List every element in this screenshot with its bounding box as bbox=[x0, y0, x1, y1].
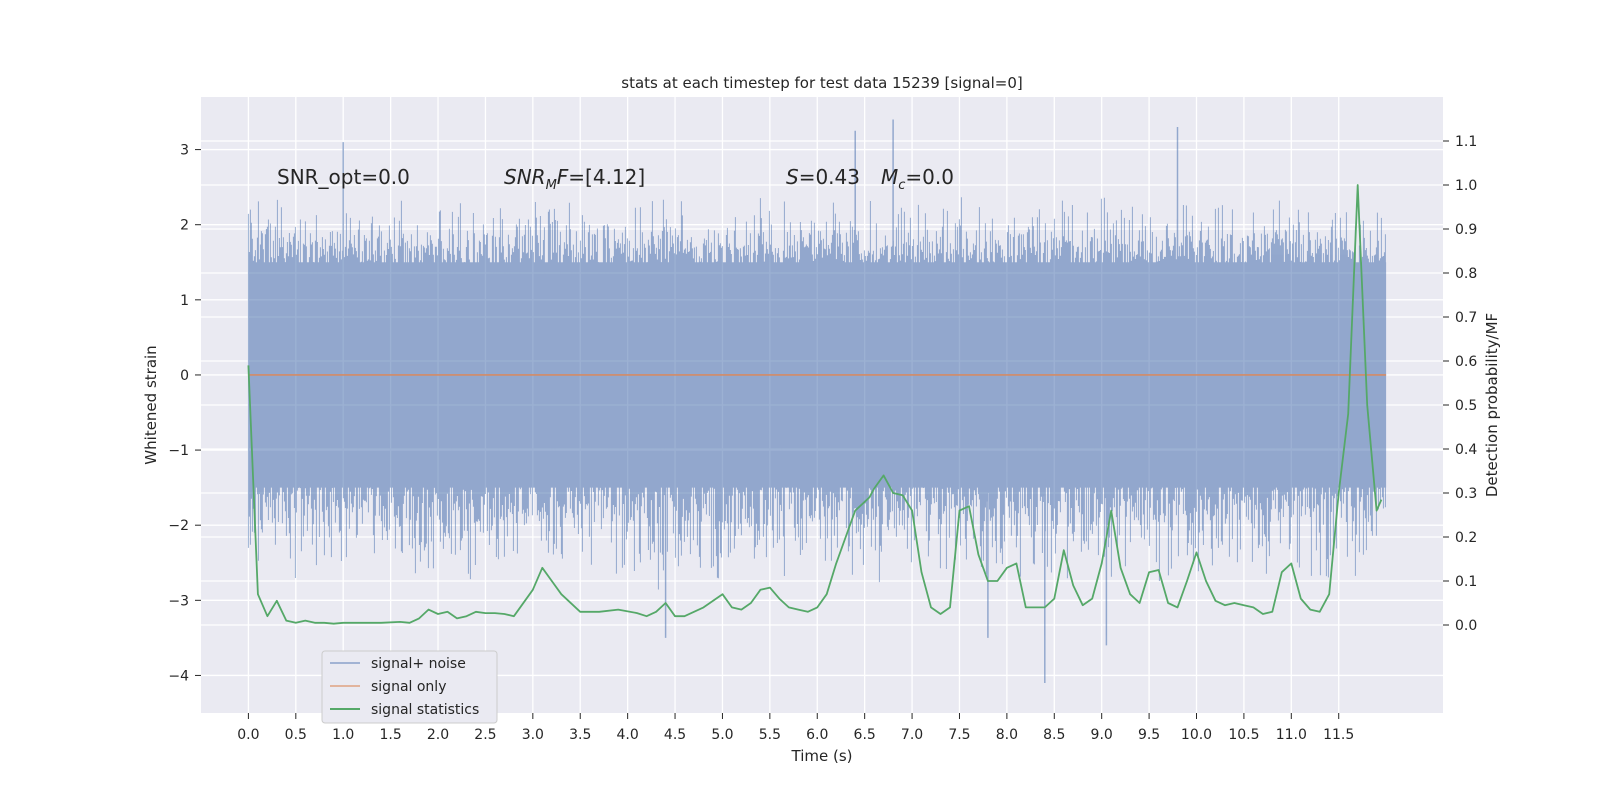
y-tick-label: 3 bbox=[180, 143, 189, 159]
y-right-axis-ticks: 1.1 1.0 0.9 0.8 0.7 0.6 0.5 0.4 0.3 0.2 0.1 0.0 bbox=[1443, 134, 1477, 634]
x-tick-label: 5.5 bbox=[759, 727, 781, 743]
annotation-s: S=0.43 bbox=[786, 165, 860, 189]
legend-label-signal-only: signal only bbox=[371, 679, 446, 695]
y-right-tick-label: 0.9 bbox=[1455, 222, 1477, 238]
x-tick-label: 0.5 bbox=[285, 727, 307, 743]
y-right-tick-label: 0.6 bbox=[1455, 354, 1477, 370]
x-tick-label: 8.5 bbox=[1043, 727, 1065, 743]
x-tick-label: 11.0 bbox=[1276, 727, 1307, 743]
y-tick-label: −4 bbox=[168, 668, 189, 684]
x-axis-ticks: 0.0 0.5 1.0 1.5 2.0 2.5 3.0 3.5 4.0 4.5 5.0 5.5 6.0 6… bbox=[237, 713, 1354, 743]
y-right-tick-label: 0.8 bbox=[1455, 266, 1477, 282]
x-tick-label: 9.0 bbox=[1091, 727, 1113, 743]
y-right-tick-label: 0.4 bbox=[1455, 442, 1477, 458]
noise-extreme-peaks bbox=[342, 119, 1179, 683]
y-right-axis-label: Detection probability/MF bbox=[1483, 313, 1501, 497]
y-tick-label: 2 bbox=[180, 218, 189, 234]
x-tick-label: 3.5 bbox=[569, 727, 591, 743]
x-tick-label: 6.5 bbox=[854, 727, 876, 743]
x-tick-label: 10.0 bbox=[1181, 727, 1212, 743]
legend-label-noise: signal+ noise bbox=[371, 656, 466, 672]
x-tick-label: 7.5 bbox=[948, 727, 970, 743]
x-tick-label: 1.0 bbox=[332, 727, 354, 743]
y-axis-ticks: 3 2 1 0 −1 −2 −3 −4 bbox=[168, 143, 201, 684]
legend-box bbox=[321, 650, 498, 724]
x-tick-label: 3.0 bbox=[522, 727, 544, 743]
x-tick-label: 2.5 bbox=[474, 727, 496, 743]
annotation-mc: Mc=0.0 bbox=[881, 165, 954, 193]
x-tick-label: 4.0 bbox=[617, 727, 639, 743]
x-tick-label: 11.5 bbox=[1323, 727, 1354, 743]
y-right-tick-label: 0.1 bbox=[1455, 574, 1477, 590]
y-right-tick-label: 0.7 bbox=[1455, 310, 1477, 326]
x-tick-label: 4.5 bbox=[664, 727, 686, 743]
y-right-tick-label: 0.0 bbox=[1455, 618, 1477, 634]
annotation-snr-mf: SNRMF=[4.12] bbox=[504, 165, 645, 193]
signal-statistics-line bbox=[247, 184, 1383, 625]
x-tick-label: 5.0 bbox=[711, 727, 733, 743]
y-tick-label: −3 bbox=[168, 593, 189, 609]
y-right-tick-label: 0.3 bbox=[1455, 486, 1477, 502]
y-tick-label: −2 bbox=[168, 518, 189, 534]
x-tick-label: 7.0 bbox=[901, 727, 923, 743]
y-right-tick-label: 1.0 bbox=[1455, 178, 1477, 194]
x-tick-label: 8.0 bbox=[996, 727, 1018, 743]
x-tick-label: 10.5 bbox=[1228, 727, 1259, 743]
annotation-snr-opt: SNR_opt=0.0 bbox=[277, 165, 410, 189]
y-tick-label: 0 bbox=[180, 368, 189, 384]
x-tick-label: 1.5 bbox=[379, 727, 401, 743]
x-tick-label: 6.0 bbox=[806, 727, 828, 743]
y-tick-label: −1 bbox=[168, 443, 189, 459]
y-right-tick-label: 1.1 bbox=[1455, 134, 1477, 150]
chart-title: stats at each timestep for test data 152… bbox=[621, 74, 1022, 92]
x-tick-label: 9.5 bbox=[1138, 727, 1160, 743]
y-right-tick-label: 0.5 bbox=[1455, 398, 1477, 414]
x-tick-label: 0.0 bbox=[237, 727, 259, 743]
y-axis-label: Whitened strain bbox=[142, 345, 160, 464]
x-axis-label: Time (s) bbox=[791, 747, 853, 765]
x-tick-label: 2.0 bbox=[427, 727, 449, 743]
legend-label-statistics: signal statistics bbox=[371, 702, 479, 718]
y-tick-label: 1 bbox=[180, 293, 189, 309]
signal-statistics-series bbox=[247, 184, 1383, 625]
legend: signal+ noise signal only signal statist… bbox=[321, 650, 498, 724]
y-right-tick-label: 0.2 bbox=[1455, 530, 1477, 546]
